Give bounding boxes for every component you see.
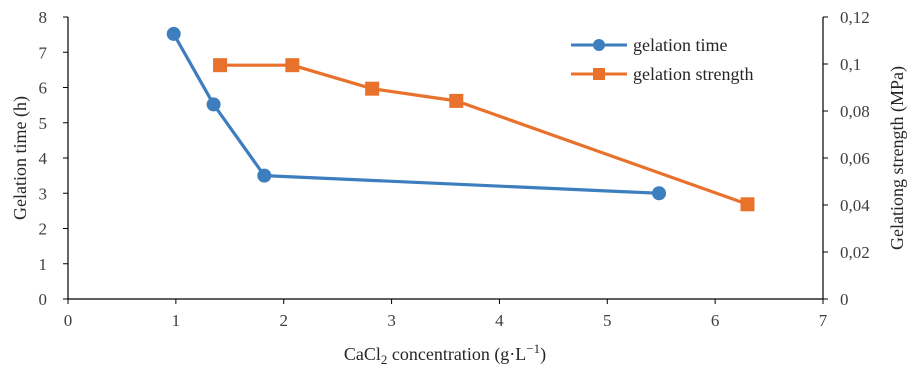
- legend-marker-gelation-time: [593, 39, 605, 51]
- data-point-gelation-strength: [285, 58, 300, 73]
- x-axis-title: CaCl2 concentration (g·L−1): [344, 341, 546, 367]
- legend-label-gelation-strength: gelation strength: [633, 64, 753, 84]
- x-tick-label: 7: [819, 311, 828, 330]
- left-y-tick-label: 3: [39, 184, 48, 203]
- left-y-tick-label: 5: [39, 114, 48, 133]
- x-tick-label: 0: [64, 311, 73, 330]
- x-tick-label: 3: [387, 311, 396, 330]
- left-y-tick-label: 6: [39, 79, 48, 98]
- right-y-tick-label: 0,02: [840, 243, 870, 262]
- data-point-gelation-strength: [449, 93, 464, 108]
- x-tick-label: 6: [711, 311, 720, 330]
- right-y-tick-label: 0: [840, 290, 849, 309]
- left-y-tick-label: 7: [39, 43, 48, 62]
- legend-marker-gelation-strength: [593, 68, 605, 80]
- left-y-tick-label: 4: [39, 149, 48, 168]
- data-point-gelation-strength: [213, 58, 228, 73]
- left-y-tick-label: 8: [39, 8, 48, 27]
- x-tick-label: 2: [279, 311, 288, 330]
- data-point-gelation-strength: [365, 81, 380, 96]
- left-y-tick-label: 1: [39, 255, 48, 274]
- tick-labels: 0 1 2 3 4 5 6 701234567800,020,040,060,080,10,1…: [39, 8, 871, 330]
- data-point-gelation-time: [206, 97, 221, 112]
- data-point-gelation-strength: [740, 197, 755, 212]
- x-tick-label: 5: [603, 311, 612, 330]
- data-point-gelation-time: [652, 186, 667, 201]
- series-line-gelation-time: [172, 33, 660, 195]
- right-y-tick-label: 0,12: [840, 8, 870, 27]
- right-y-tick-label: 0,06: [840, 149, 870, 168]
- series-line-gelation-strength: [220, 63, 749, 206]
- right-y-tick-label: 0,1: [840, 55, 861, 74]
- left-y-tick-label: 2: [39, 220, 48, 239]
- legend: gelation time gelation strength: [571, 35, 753, 84]
- left-y-tick-label: 0: [39, 290, 48, 309]
- x-tick-label: 4: [495, 311, 504, 330]
- x-tick-label: 1: [172, 311, 181, 330]
- data-point-gelation-time: [166, 26, 181, 41]
- right-y-axis-title: Gelationg strength (MPa): [887, 66, 908, 250]
- axes: [67, 17, 824, 300]
- ticks: [63, 16, 828, 304]
- data-point-gelation-time: [257, 168, 272, 183]
- legend-label-gelation-time: gelation time: [633, 35, 727, 55]
- right-y-tick-label: 0,08: [840, 102, 870, 121]
- right-y-tick-label: 0,04: [840, 196, 870, 215]
- series-layer: [166, 26, 755, 212]
- left-y-axis-title: Gelation time (h): [10, 96, 31, 220]
